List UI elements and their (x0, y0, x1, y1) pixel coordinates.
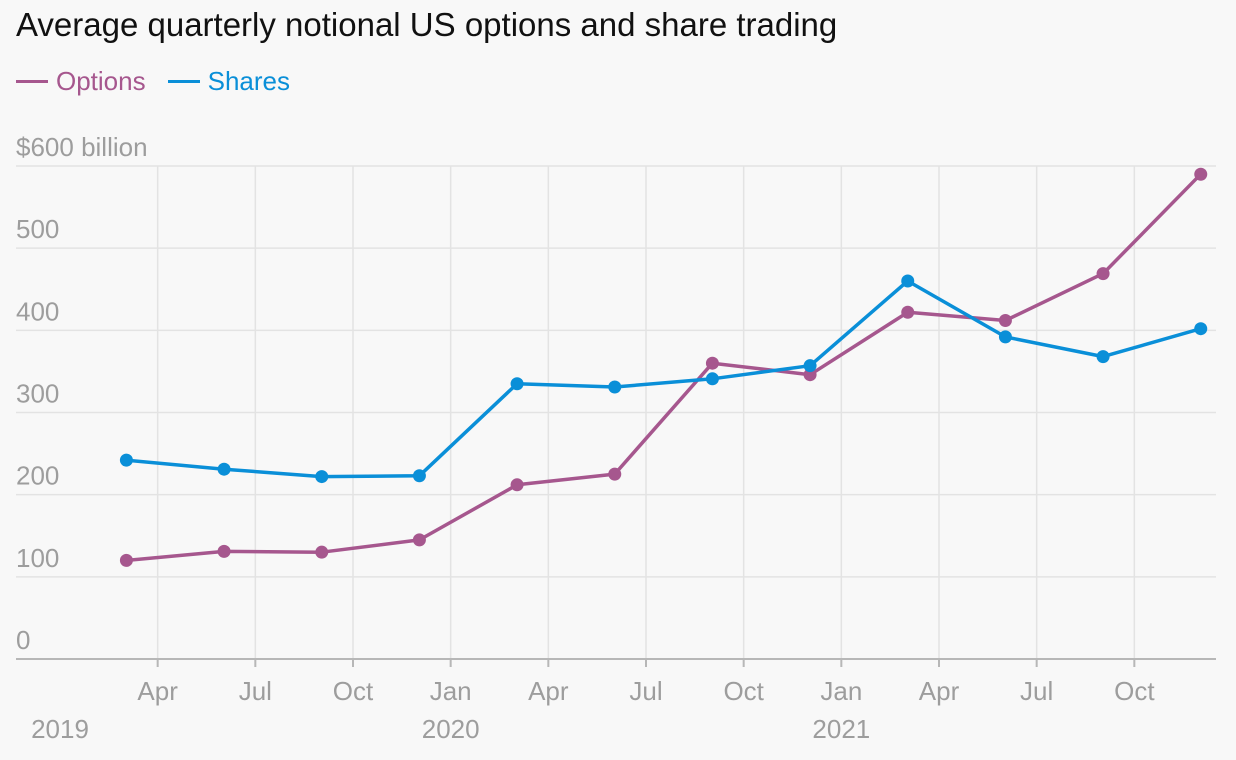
data-point-shares-5 (608, 380, 622, 394)
y-tick-label-200: 200 (16, 461, 59, 491)
legend-item-options: Options (16, 66, 146, 97)
legend-item-shares: Shares (167, 66, 290, 97)
x-tick-label-0: Apr (137, 676, 178, 706)
y-tick-label-300: 300 (16, 379, 59, 409)
legend-swatch-options (16, 80, 48, 83)
data-point-options-5 (608, 467, 622, 481)
x-tick-label-8: Apr (919, 676, 960, 706)
legend-label-shares: Shares (207, 66, 290, 96)
data-point-options-3 (412, 533, 426, 547)
data-point-shares-9 (998, 330, 1012, 344)
y-tick-label-500: 500 (16, 214, 59, 244)
data-point-shares-7 (803, 359, 817, 373)
x-tick-label-9: Jul (1020, 676, 1053, 706)
year-label-2019: 2019 (31, 714, 89, 744)
legend: Options Shares (16, 66, 312, 97)
data-point-options-8 (901, 305, 915, 319)
year-label-2020: 2020 (422, 714, 480, 744)
data-point-options-6 (705, 356, 719, 370)
data-point-shares-6 (705, 372, 719, 386)
legend-label-options: Options (56, 66, 146, 96)
data-point-options-2 (315, 545, 329, 559)
data-point-shares-11 (1194, 322, 1208, 336)
data-point-options-11 (1194, 167, 1208, 181)
data-point-options-10 (1096, 267, 1110, 281)
year-label-2021: 2021 (812, 714, 870, 744)
data-point-shares-0 (119, 453, 133, 467)
y-tick-label-0: 0 (16, 625, 30, 655)
data-point-options-1 (217, 544, 231, 558)
legend-swatch-shares (167, 80, 200, 83)
chart-title: Average quarterly notional US options an… (16, 6, 838, 43)
x-tick-label-1: Jul (239, 676, 272, 706)
y-tick-label-400: 400 (16, 296, 59, 326)
x-tick-label-4: Apr (528, 676, 569, 706)
data-point-options-4 (510, 478, 524, 492)
data-point-shares-8 (901, 274, 915, 288)
x-tick-label-10: Oct (1114, 676, 1155, 706)
data-point-options-7 (803, 368, 817, 382)
series-line-options (126, 172, 1202, 563)
data-point-shares-10 (1096, 350, 1110, 364)
data-point-shares-1 (217, 462, 231, 476)
series-line-shares (126, 279, 1202, 479)
y-tick-label-600: $600 billion (16, 132, 148, 162)
y-tick-label-100: 100 (16, 543, 59, 573)
x-tick-label-7: Jan (820, 676, 862, 706)
x-tick-label-6: Oct (723, 676, 764, 706)
data-point-options-9 (998, 313, 1012, 327)
x-tick-label-3: Jan (430, 676, 472, 706)
data-point-options-0 (119, 553, 133, 567)
x-tick-label-5: Jul (629, 676, 662, 706)
data-point-shares-2 (315, 470, 329, 484)
data-point-shares-3 (412, 469, 426, 483)
data-point-shares-4 (510, 377, 524, 391)
x-tick-label-2: Oct (333, 676, 374, 706)
